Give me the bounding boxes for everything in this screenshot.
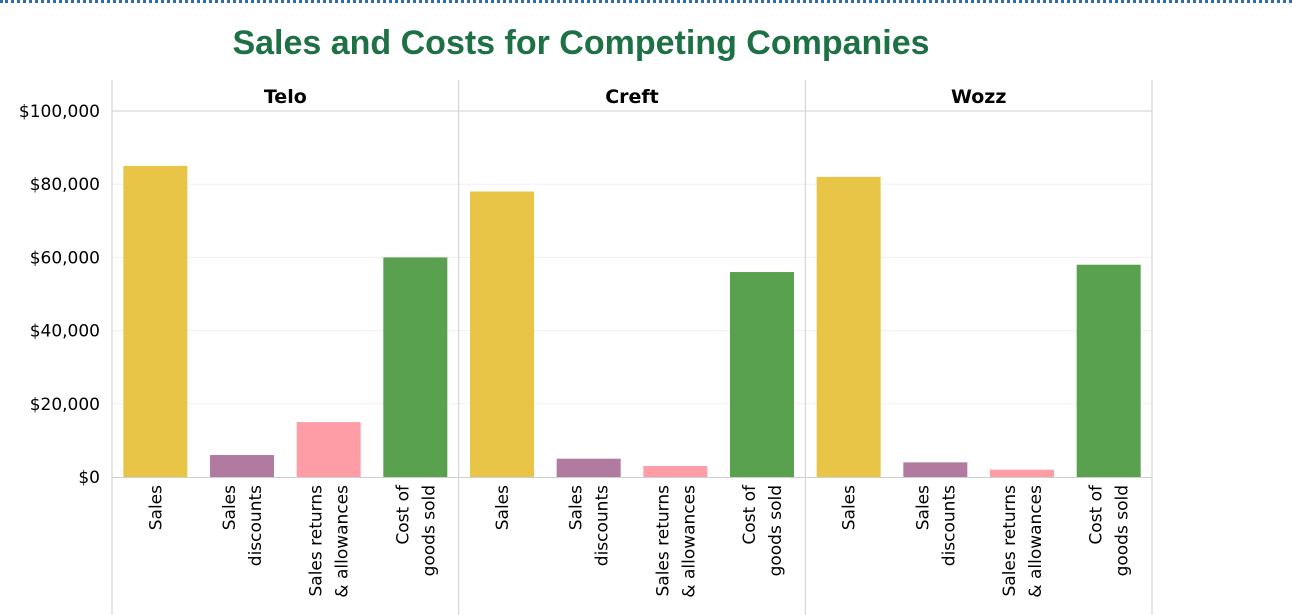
bar-telo-2[interactable] (296, 422, 361, 477)
bar-wozz-3[interactable] (1076, 264, 1141, 477)
x-category-label: Cost of (740, 484, 760, 545)
panel-header-telo: Telo (264, 86, 307, 108)
x-category-label: Sales (913, 485, 933, 530)
panel-header-wozz: Wozz (951, 86, 1006, 108)
y-tick-label: $20,000 (30, 395, 100, 415)
x-category-label: & allowances (1026, 485, 1046, 598)
y-tick-label: $80,000 (30, 175, 100, 195)
bar-creft-3[interactable] (730, 272, 794, 477)
bar-creft-2[interactable] (643, 466, 708, 477)
x-category-label: goods sold (766, 485, 786, 576)
bar-wozz-0[interactable] (816, 176, 881, 477)
x-category-label: Sales (146, 485, 166, 530)
x-category-label: Sales returns (1000, 485, 1020, 597)
y-tick-label: $100,000 (19, 102, 100, 122)
y-tick-label: $60,000 (30, 248, 100, 268)
bar-creft-1[interactable] (556, 458, 621, 477)
x-category-label: & allowances (333, 485, 353, 598)
x-category-label: Sales (493, 485, 513, 530)
x-category-label: discounts (246, 485, 266, 566)
x-category-label: Sales (567, 485, 587, 530)
panel-header-creft: Creft (605, 86, 659, 108)
bar-wozz-2[interactable] (990, 469, 1054, 477)
x-category-label: Sales (220, 485, 240, 530)
y-tick-label: $40,000 (30, 322, 100, 342)
x-category-label: goods sold (419, 485, 439, 576)
bar-telo-3[interactable] (383, 257, 448, 477)
x-category-label: Cost of (1087, 484, 1107, 545)
bar-wozz-1[interactable] (903, 462, 968, 477)
x-category-label: Sales (840, 485, 860, 530)
x-category-label: Cost of (393, 484, 413, 545)
x-category-label: Sales returns (307, 485, 327, 597)
bar-telo-0[interactable] (123, 165, 188, 477)
top-dotted-border (0, 0, 1292, 3)
x-category-label: & allowances (679, 485, 699, 598)
y-tick-label: $0 (78, 468, 100, 488)
x-category-label: discounts (593, 485, 613, 566)
bar-creft-0[interactable] (470, 191, 534, 477)
chart-title: Sales and Costs for Competing Companies (232, 24, 930, 62)
x-category-label: discounts (939, 485, 959, 566)
x-category-label: Sales returns (653, 485, 673, 597)
bar-telo-1[interactable] (210, 455, 274, 477)
x-category-label: goods sold (1113, 485, 1133, 576)
